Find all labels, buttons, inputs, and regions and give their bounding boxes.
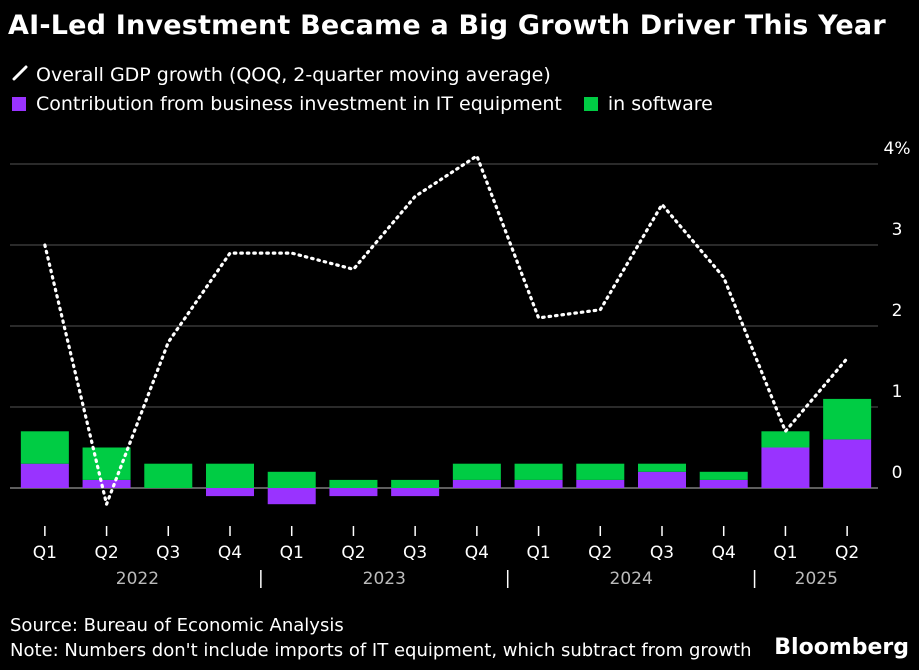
bar-software — [267, 471, 316, 488]
x-tick-label: Q1 — [33, 543, 57, 563]
bar-it — [576, 479, 625, 488]
year-label: 2022 — [116, 569, 159, 589]
x-tick-label: Q2 — [588, 543, 612, 563]
x-tick-label: Q1 — [280, 543, 304, 563]
x-tick-label: Q1 — [773, 543, 797, 563]
footnote: Note: Numbers don't include imports of I… — [10, 640, 752, 661]
bar-software — [576, 463, 625, 480]
bloomberg-logo: Bloomberg — [774, 635, 909, 660]
bar-it — [267, 488, 316, 505]
bar-it — [391, 488, 440, 497]
bar-it — [329, 488, 378, 497]
software-swatch-icon — [583, 97, 598, 111]
bar-software — [20, 431, 69, 464]
x-tick-label: Q2 — [94, 543, 118, 563]
bar-software — [82, 447, 131, 480]
bar-software — [699, 471, 748, 480]
x-tick-label: Q4 — [712, 543, 736, 563]
bar-software — [823, 398, 872, 440]
bar-software — [329, 479, 378, 488]
year-label: 2024 — [610, 569, 653, 589]
gdp-line — [43, 154, 849, 506]
y-tick-label: 0 — [892, 463, 903, 483]
source-note: Source: Bureau of Economic Analysis — [10, 615, 344, 636]
year-label: 2025 — [795, 569, 838, 589]
x-tick-label: Q3 — [156, 543, 180, 563]
bar-it — [206, 488, 254, 497]
legend-software-label: in software — [607, 93, 713, 115]
bar-software — [514, 463, 563, 480]
x-tick-label: Q3 — [403, 543, 427, 563]
year-label: 2023 — [363, 569, 406, 589]
y-tick-label: 1 — [892, 382, 903, 402]
bar-software — [391, 479, 440, 488]
x-tick-label: Q3 — [650, 543, 674, 563]
bar-software — [144, 463, 193, 488]
x-tick-label: Q4 — [465, 543, 489, 563]
bar-software — [206, 463, 254, 488]
y-tick-label: 3 — [892, 220, 903, 240]
legend-bars: Contribution from business investment in… — [12, 93, 713, 115]
bar-it — [761, 447, 810, 488]
chart-title: AI-Led Investment Became a Big Growth Dr… — [8, 10, 886, 41]
bar-it — [699, 479, 748, 488]
x-tick-label: Q1 — [526, 543, 550, 563]
legend-line-label: Overall GDP growth (QOQ, 2-quarter movin… — [36, 64, 551, 86]
dotted-line-icon — [12, 64, 30, 86]
bar-software — [638, 463, 686, 472]
bar-it — [823, 439, 872, 488]
y-tick-label: 2 — [892, 301, 903, 321]
y-tick-label: 4% — [884, 139, 911, 159]
bar-it — [20, 463, 69, 488]
legend-line: Overall GDP growth (QOQ, 2-quarter movin… — [12, 64, 551, 86]
legend-it-label: Contribution from business investment in… — [36, 93, 562, 115]
bar-software — [761, 431, 810, 448]
bar-software — [452, 463, 501, 480]
it-swatch-icon — [12, 97, 26, 111]
bar-it — [82, 479, 131, 488]
x-tick-label: Q4 — [218, 543, 242, 563]
bar-it — [452, 479, 501, 488]
bar-it — [514, 479, 563, 488]
x-tick-label: Q2 — [341, 543, 365, 563]
x-tick-label: Q2 — [835, 543, 859, 563]
bar-it — [638, 471, 686, 488]
